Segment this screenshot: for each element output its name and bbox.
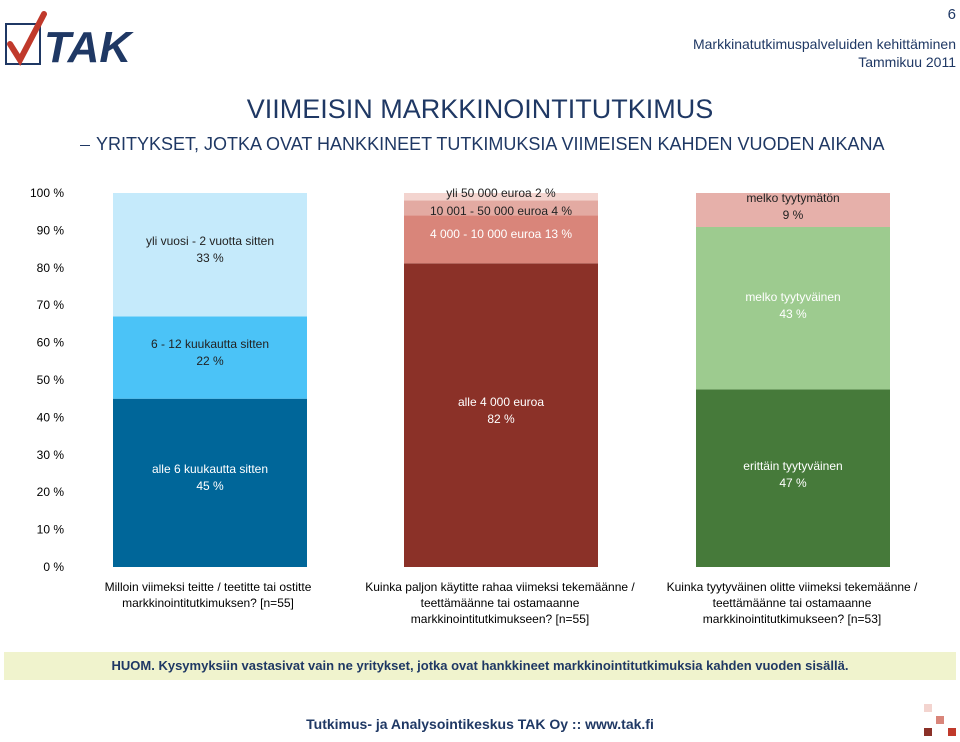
category-label: Kuinka tyytyväinen olitte viimeksi tekem… — [642, 579, 942, 627]
note-background — [4, 652, 956, 680]
segment-value-label: 43 % — [779, 307, 807, 321]
header-date: Tammikuu 2011 — [858, 54, 956, 70]
y-tick-label: 0 % — [43, 560, 64, 574]
logo-text: TAK — [44, 23, 134, 68]
category-label-line: markkinointitutkimuksen? [n=55] — [122, 596, 294, 610]
bar-segment — [404, 193, 598, 201]
segment-value-label: 45 % — [196, 479, 224, 493]
y-tick-label: 20 % — [37, 485, 65, 499]
page-number: 6 — [947, 6, 956, 23]
corner-decoration — [924, 704, 956, 736]
bar-segment — [113, 398, 307, 567]
segment-value-label: 33 % — [196, 251, 224, 265]
segment-label: yli 50 000 euroa 2 % — [446, 186, 556, 200]
page-title: VIIMEISIN MARKKINOINTITUTKIMUS — [246, 94, 714, 124]
category-label-line: Kuinka tyytyväinen olitte viimeksi tekem… — [666, 580, 918, 594]
segment-name-label: 6 - 12 kuukautta sitten — [151, 337, 269, 351]
bar-segment — [113, 316, 307, 399]
y-tick-label: 90 % — [37, 223, 65, 237]
segment-value-label: 47 % — [779, 476, 807, 490]
y-tick-label: 50 % — [37, 373, 65, 387]
y-tick-label: 40 % — [37, 410, 65, 424]
segment-name-label: erittäin tyytyväinen — [743, 459, 842, 473]
tak-logo: TAK — [5, 11, 134, 68]
segment-name-label: melko tyytymätön — [746, 191, 839, 205]
segment-label: 10 001 - 50 000 euroa 4 % — [430, 204, 572, 218]
note-text: HUOM. Kysymyksiin vastasivat vain ne yri… — [111, 658, 849, 673]
y-tick-label: 30 % — [37, 448, 65, 462]
y-tick-label: 100 % — [30, 186, 64, 200]
bar-segment — [696, 193, 890, 227]
category-label: Kuinka paljon käytitte rahaa viimeksi te… — [350, 579, 650, 627]
segment-value-label: 82 % — [487, 412, 515, 426]
subtitle-dash — [80, 144, 90, 146]
segment-name-label: alle 6 kuukautta sitten — [152, 462, 268, 476]
segment-value-label: 9 % — [783, 208, 804, 222]
segment-name-label: yli vuosi - 2 vuotta sitten — [146, 234, 274, 248]
category-label-line: teettämäänne tai ostamaanne — [712, 596, 872, 610]
page-subtitle: YRITYKSET, JOTKA OVAT HANKKINEET TUTKIMU… — [96, 134, 885, 154]
y-tick-label: 10 % — [37, 523, 65, 537]
segment-name-label: melko tyytyväinen — [745, 290, 840, 304]
footer-text: Tutkimus- ja Analysointikeskus TAK Oy ::… — [306, 716, 654, 732]
y-tick-label: 60 % — [37, 336, 65, 350]
bar-segment — [404, 200, 598, 216]
bar-segment — [696, 227, 890, 390]
bar-segment — [696, 389, 890, 567]
logo-checkmark-icon — [7, 11, 47, 67]
y-tick-label: 70 % — [37, 298, 65, 312]
segment-label: 4 000 - 10 000 euroa 13 % — [430, 227, 572, 241]
y-axis: 0 % 10 % 20 % 30 % 40 % 50 % 60 % 70 % 80 % 90 % 1… — [30, 186, 64, 574]
category-label-line: markkinointitutkimukseen? [n=55] — [410, 612, 590, 626]
category-label: Milloin viimeksi teitte / teetitte tai o… — [58, 579, 358, 611]
page-subtitle-row: YRITYKSET, JOTKA OVAT HANKKINEET TUTKIMU… — [80, 134, 885, 155]
y-tick-label: 80 % — [37, 261, 65, 275]
category-label-line: Kuinka paljon käytitte rahaa viimeksi te… — [365, 580, 635, 594]
header-org: Markkinatutkimuspalveluiden kehittäminen — [692, 36, 956, 52]
segment-name-label: alle 4 000 euroa — [458, 395, 544, 409]
bar-segment — [404, 215, 598, 264]
bars: alle 6 kuukautta sitten 45 % 6 - 12 kuukau… — [113, 186, 890, 567]
category-label-line: markkinointitutkimukseen? [n=53] — [702, 612, 882, 626]
category-label-line: teettämäänne tai ostamaanne — [420, 596, 580, 610]
stacked-bar-chart: 0 % 10 % 20 % 30 % 40 % 50 % 60 % 70 % 80 % 90 % 1… — [30, 186, 890, 574]
bar-segment — [404, 263, 598, 567]
category-label-line: Milloin viimeksi teitte / teetitte tai o… — [104, 580, 312, 594]
segment-value-label: 22 % — [196, 354, 224, 368]
bar-segment — [113, 193, 307, 317]
